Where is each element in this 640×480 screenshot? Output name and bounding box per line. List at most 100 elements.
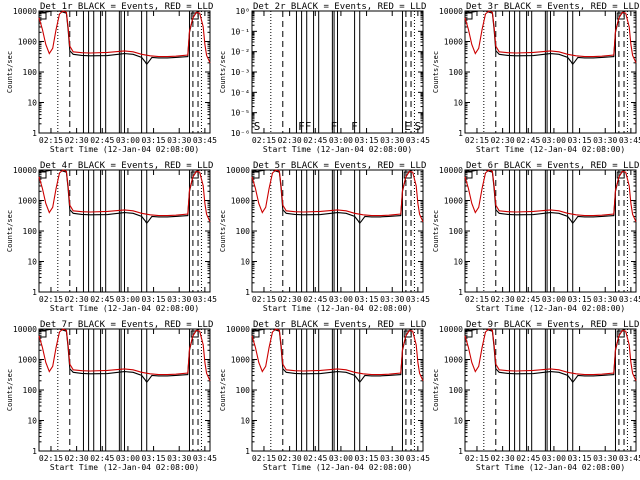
lld-series-line <box>38 10 211 64</box>
box-marker <box>616 330 625 338</box>
x-tick-label: 02:45 <box>516 136 540 145</box>
y-tick-label: 10⁻⁶ <box>231 129 250 138</box>
plot-title: Det 5r BLACK = Events, RED = LLD <box>253 161 426 171</box>
x-tick-label: 03:45 <box>619 136 640 145</box>
y-tick-label: 10 <box>453 99 463 108</box>
plot-title: Det 7r BLACK = Events, RED = LLD <box>40 320 213 330</box>
x-tick-label: 03:30 <box>593 295 617 304</box>
plot-panel-8: Det 8r BLACK = Events, RED = LLD 1 10 100 10… <box>219 320 430 472</box>
x-tick-label: 02:15 <box>39 136 63 145</box>
event-letter: S <box>414 120 421 133</box>
x-tick-label: 02:30 <box>278 454 302 463</box>
y-tick-label: 10⁻³ <box>231 68 250 77</box>
y-axis-label: Counts/sec <box>6 210 14 252</box>
plot-title: Det 1r BLACK = Events, RED = LLD <box>40 2 213 12</box>
y-tick-label: 10000 <box>13 325 37 334</box>
x-tick-label: 02:15 <box>252 295 276 304</box>
x-tick-label: 02:30 <box>65 454 89 463</box>
x-tick-label: 02:45 <box>90 295 114 304</box>
x-tick-label: 03:15 <box>568 454 592 463</box>
x-tick-label: 03:15 <box>142 136 166 145</box>
plot-title: Det 3r BLACK = Events, RED = LLD <box>466 2 639 12</box>
event-letter: E <box>404 120 411 133</box>
x-tick-label: 03:30 <box>167 295 191 304</box>
y-tick-label: 10000 <box>439 325 463 334</box>
x-tick-label: 02:30 <box>491 295 515 304</box>
event-letter: F <box>351 120 358 133</box>
x-tick-label: 03:45 <box>193 295 217 304</box>
x-tick-label: 03:45 <box>619 295 640 304</box>
box-marker <box>616 12 625 20</box>
y-tick-label: 100 <box>23 227 38 236</box>
y-tick-label: 1000 <box>231 356 250 365</box>
box-marker <box>464 330 473 338</box>
y-tick-label: 1000 <box>18 38 37 47</box>
y-tick-label: 10000 <box>439 166 463 175</box>
x-axis-label: Start Time (12-Jan-04 02:08:00) <box>50 304 199 313</box>
x-tick-label: 02:45 <box>516 295 540 304</box>
y-tick-label: 10 <box>453 258 463 267</box>
y-tick-label: 10000 <box>439 7 463 16</box>
box-marker <box>38 171 47 179</box>
plot-panel-2: Det 2r BLACK = Events, RED = LLD 10⁻⁶ 10⁻⁵… <box>219 2 430 154</box>
x-tick-label: 03:00 <box>542 295 566 304</box>
y-tick-label: 1 <box>32 129 37 138</box>
y-axis-label: Counts/sec <box>6 51 14 93</box>
x-tick-label: 03:45 <box>193 454 217 463</box>
x-tick-label: 03:00 <box>116 136 140 145</box>
x-tick-label: 03:15 <box>142 454 166 463</box>
x-tick-label: 03:00 <box>329 136 353 145</box>
y-axis-label: Counts/sec <box>6 369 14 411</box>
y-tick-label: 100 <box>236 386 251 395</box>
x-tick-label: 03:00 <box>116 454 140 463</box>
x-tick-label: 03:30 <box>380 454 404 463</box>
x-tick-label: 02:45 <box>516 454 540 463</box>
plot-panel-6: Det 6r BLACK = Events, RED = LLD 1 10 100 10… <box>432 161 640 313</box>
y-tick-label: 10 <box>453 417 463 426</box>
x-tick-label: 03:30 <box>380 136 404 145</box>
box-marker <box>464 12 473 20</box>
x-tick-label: 03:45 <box>406 454 430 463</box>
y-tick-label: 1 <box>245 288 250 297</box>
lld-series-line <box>464 169 637 223</box>
y-tick-label: 1 <box>32 447 37 456</box>
box-marker <box>190 330 199 338</box>
box-marker <box>616 171 625 179</box>
plot-panel-4: Det 4r BLACK = Events, RED = LLD 1 10 100 10… <box>6 161 217 313</box>
x-tick-label: 03:45 <box>406 295 430 304</box>
y-tick-label: 10⁻⁴ <box>231 88 250 97</box>
box-marker <box>38 330 47 338</box>
plot-panel-7: Det 7r BLACK = Events, RED = LLD 1 10 100 10… <box>6 320 217 472</box>
y-tick-label: 10⁻⁵ <box>231 109 250 118</box>
x-tick-label: 03:15 <box>142 295 166 304</box>
x-tick-label: 03:45 <box>193 136 217 145</box>
y-tick-label: 100 <box>449 227 464 236</box>
y-tick-label: 10000 <box>226 325 250 334</box>
lld-series-line <box>251 169 424 223</box>
y-tick-label: 10000 <box>13 7 37 16</box>
y-tick-label: 10 <box>240 417 250 426</box>
x-axis-label: Start Time (12-Jan-04 02:08:00) <box>263 304 412 313</box>
y-tick-label: 10 <box>27 417 37 426</box>
lld-series-line <box>38 328 211 382</box>
x-tick-label: 02:30 <box>491 136 515 145</box>
x-tick-label: 02:30 <box>65 295 89 304</box>
box-marker <box>403 330 412 338</box>
y-tick-label: 10000 <box>13 166 37 175</box>
x-tick-label: 02:15 <box>465 136 489 145</box>
lld-series-line <box>464 10 637 64</box>
x-tick-label: 02:45 <box>90 454 114 463</box>
y-tick-label: 100 <box>23 68 38 77</box>
x-tick-label: 03:00 <box>542 454 566 463</box>
x-tick-label: 02:45 <box>303 136 327 145</box>
y-axis-label: Counts/sec <box>432 369 440 411</box>
y-tick-label: 100 <box>449 68 464 77</box>
x-axis-label: Start Time (12-Jan-04 02:08:00) <box>50 463 199 472</box>
x-tick-label: 03:30 <box>593 136 617 145</box>
x-axis-label: Start Time (12-Jan-04 02:08:00) <box>50 145 199 154</box>
plot-title: Det 9r BLACK = Events, RED = LLD <box>466 320 639 330</box>
y-tick-label: 1000 <box>18 197 37 206</box>
event-letter: FF <box>298 120 311 133</box>
x-tick-label: 03:45 <box>619 454 640 463</box>
